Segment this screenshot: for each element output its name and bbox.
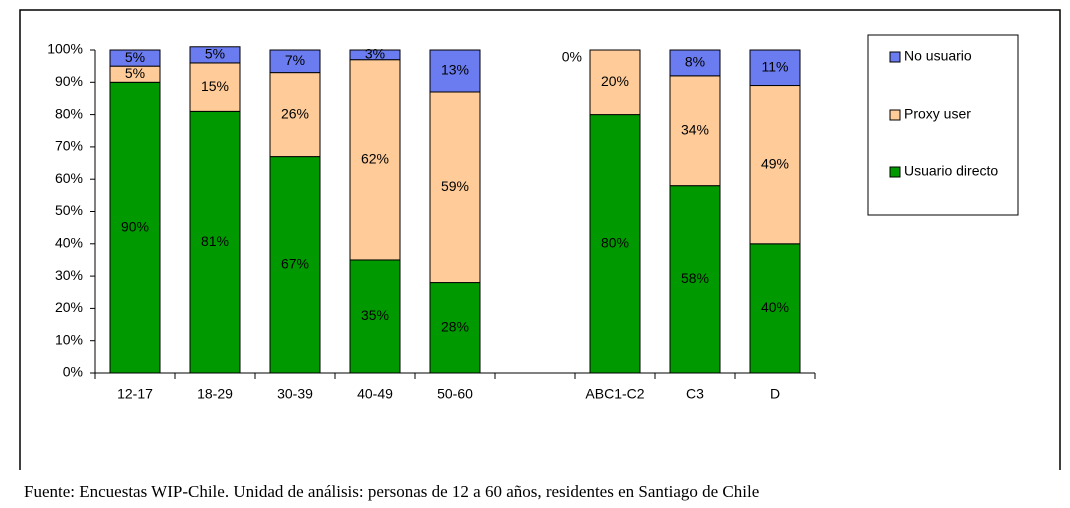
legend-label: Usuario directo — [904, 163, 998, 179]
legend-label: No usuario — [904, 48, 972, 64]
bar-segment — [269, 72, 321, 158]
x-tick-label: 18-29 — [197, 386, 233, 402]
bar-segment — [189, 46, 241, 64]
data-label: 7% — [285, 52, 305, 68]
bar-segment — [669, 185, 721, 374]
bar-segment — [429, 49, 481, 93]
y-tick-label: 70% — [55, 138, 83, 154]
data-label: 15% — [201, 78, 229, 94]
y-tick-label: 10% — [55, 331, 83, 347]
legend-label: Proxy user — [904, 106, 971, 122]
bar-segment — [429, 91, 481, 284]
bar-segment — [749, 243, 801, 374]
y-tick-label: 30% — [55, 267, 83, 283]
bar-segment — [109, 49, 161, 67]
data-label: 28% — [441, 318, 469, 334]
y-tick-label: 100% — [47, 41, 83, 57]
bar-segment — [749, 49, 801, 87]
bar-segment — [269, 156, 321, 374]
bar-segment — [589, 49, 641, 116]
x-tick-label: 50-60 — [437, 386, 473, 402]
data-label: 5% — [125, 49, 145, 65]
data-label: 58% — [681, 270, 709, 286]
x-tick-label: 40-49 — [357, 386, 393, 402]
source-note: Fuente: Encuestas WIP-Chile. Unidad de a… — [24, 482, 759, 501]
legend-swatch — [889, 51, 901, 63]
y-tick-label: 60% — [55, 170, 83, 186]
data-label: 13% — [441, 62, 469, 78]
bar-segment — [349, 49, 401, 61]
data-label: 8% — [685, 54, 705, 70]
x-tick-label: C3 — [686, 386, 704, 402]
legend-swatch — [889, 109, 901, 121]
y-tick-label: 0% — [63, 364, 83, 380]
y-tick-label: 80% — [55, 105, 83, 121]
chart-frame — [19, 9, 1061, 470]
data-label: 40% — [761, 299, 789, 315]
y-tick-label: 90% — [55, 73, 83, 89]
data-label: 81% — [201, 233, 229, 249]
bar-segment — [189, 110, 241, 374]
y-tick-label: 50% — [55, 202, 83, 218]
data-label: 5% — [205, 46, 225, 62]
bar-segment — [429, 282, 481, 374]
bar-segment — [349, 259, 401, 374]
data-label: 0% — [562, 49, 582, 65]
data-label: 20% — [601, 73, 629, 89]
x-tick-label: D — [770, 386, 780, 402]
y-tick-label: 40% — [55, 235, 83, 251]
bar-segment — [589, 114, 641, 374]
legend-box — [867, 34, 1019, 216]
data-label: 26% — [281, 105, 309, 121]
bar-segment — [669, 75, 721, 187]
bar-segment — [109, 81, 161, 374]
data-label: 59% — [441, 178, 469, 194]
data-label: 62% — [361, 151, 389, 167]
legend-swatch — [889, 166, 901, 178]
data-label: 5% — [125, 65, 145, 81]
x-tick-label: 30-39 — [277, 386, 313, 402]
data-label: 49% — [761, 155, 789, 171]
bar-segment — [669, 49, 721, 77]
data-label: 35% — [361, 307, 389, 323]
data-label: 34% — [681, 121, 709, 137]
data-label: 11% — [762, 58, 789, 74]
data-label: 90% — [121, 218, 149, 234]
y-tick-label: 20% — [55, 299, 83, 315]
data-label: 3% — [365, 46, 385, 62]
x-tick-label: ABC1-C2 — [585, 386, 644, 402]
data-label: 67% — [281, 255, 309, 271]
data-label: 80% — [601, 235, 629, 251]
bar-segment — [749, 85, 801, 245]
bar-segment — [269, 49, 321, 74]
x-tick-label: 12-17 — [117, 386, 153, 402]
